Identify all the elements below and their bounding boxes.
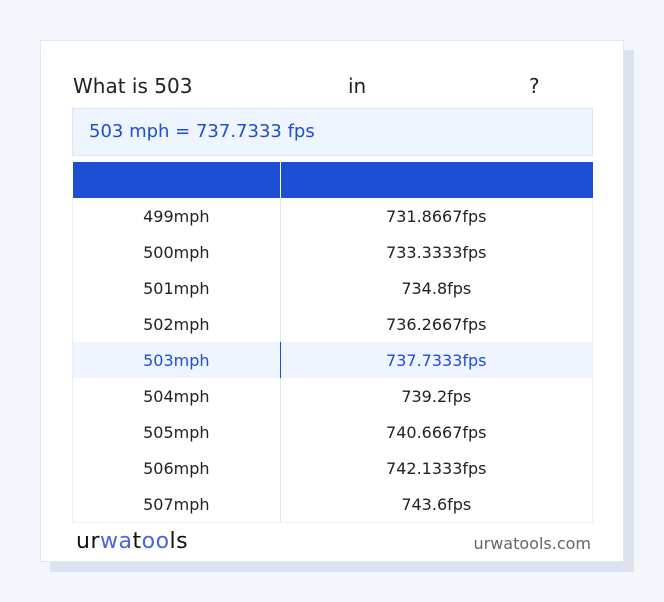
question-prefix: What is 503	[73, 74, 193, 98]
question-middle: in	[348, 74, 367, 98]
mph-cell: 505mph	[72, 414, 281, 450]
mph-cell: 507mph	[72, 486, 281, 523]
table-row: 504mph 739.2fps	[72, 378, 594, 414]
mph-cell: 506mph	[72, 450, 281, 486]
table-row: 500mph 733.3333fps	[72, 234, 594, 270]
site-link[interactable]: urwatools.com	[473, 534, 592, 553]
table-row: 502mph 736.2667fps	[72, 306, 594, 342]
mph-cell: 501mph	[72, 270, 281, 306]
fps-cell: 733.3333fps	[280, 234, 594, 270]
fps-cell: 736.2667fps	[280, 306, 594, 342]
fps-cell: 739.2fps	[280, 378, 594, 414]
mph-cell: 499mph	[72, 198, 281, 234]
table-row: 503mph 737.7333fps	[72, 342, 594, 378]
table-row: 501mph 734.8fps	[72, 270, 594, 306]
table-row: 505mph 740.6667fps	[72, 414, 594, 450]
fps-cell: 731.8667fps	[280, 198, 594, 234]
mph-cell: 503mph	[72, 342, 281, 378]
fps-cell: 737.7333fps	[280, 342, 594, 378]
conversion-table: 499mph 731.8667fps 500mph 733.3333fps 501mph…	[72, 162, 594, 523]
header-fps	[280, 162, 593, 198]
fps-cell: 734.8fps	[280, 270, 594, 306]
table-row: 507mph 743.6fps	[72, 486, 594, 523]
question-suffix: ?	[529, 74, 540, 98]
mph-cell: 504mph	[72, 378, 281, 414]
table-row: 506mph 742.1333fps	[72, 450, 594, 486]
urwatools-logo: urwatools	[76, 529, 189, 554]
fps-cell: 740.6667fps	[280, 414, 594, 450]
table-row: 499mph 731.8667fps	[72, 198, 594, 234]
mph-cell: 502mph	[72, 306, 281, 342]
fps-cell: 742.1333fps	[280, 450, 594, 486]
result-box: 503 mph = 737.7333 fps	[72, 108, 593, 156]
converter-card: What is 503 in ? 503 mph = 737.7333 fps …	[40, 40, 624, 562]
question-heading: What is 503 in ?	[73, 74, 593, 100]
fps-cell: 743.6fps	[280, 486, 594, 523]
mph-cell: 500mph	[72, 234, 281, 270]
header-mph	[72, 162, 281, 198]
